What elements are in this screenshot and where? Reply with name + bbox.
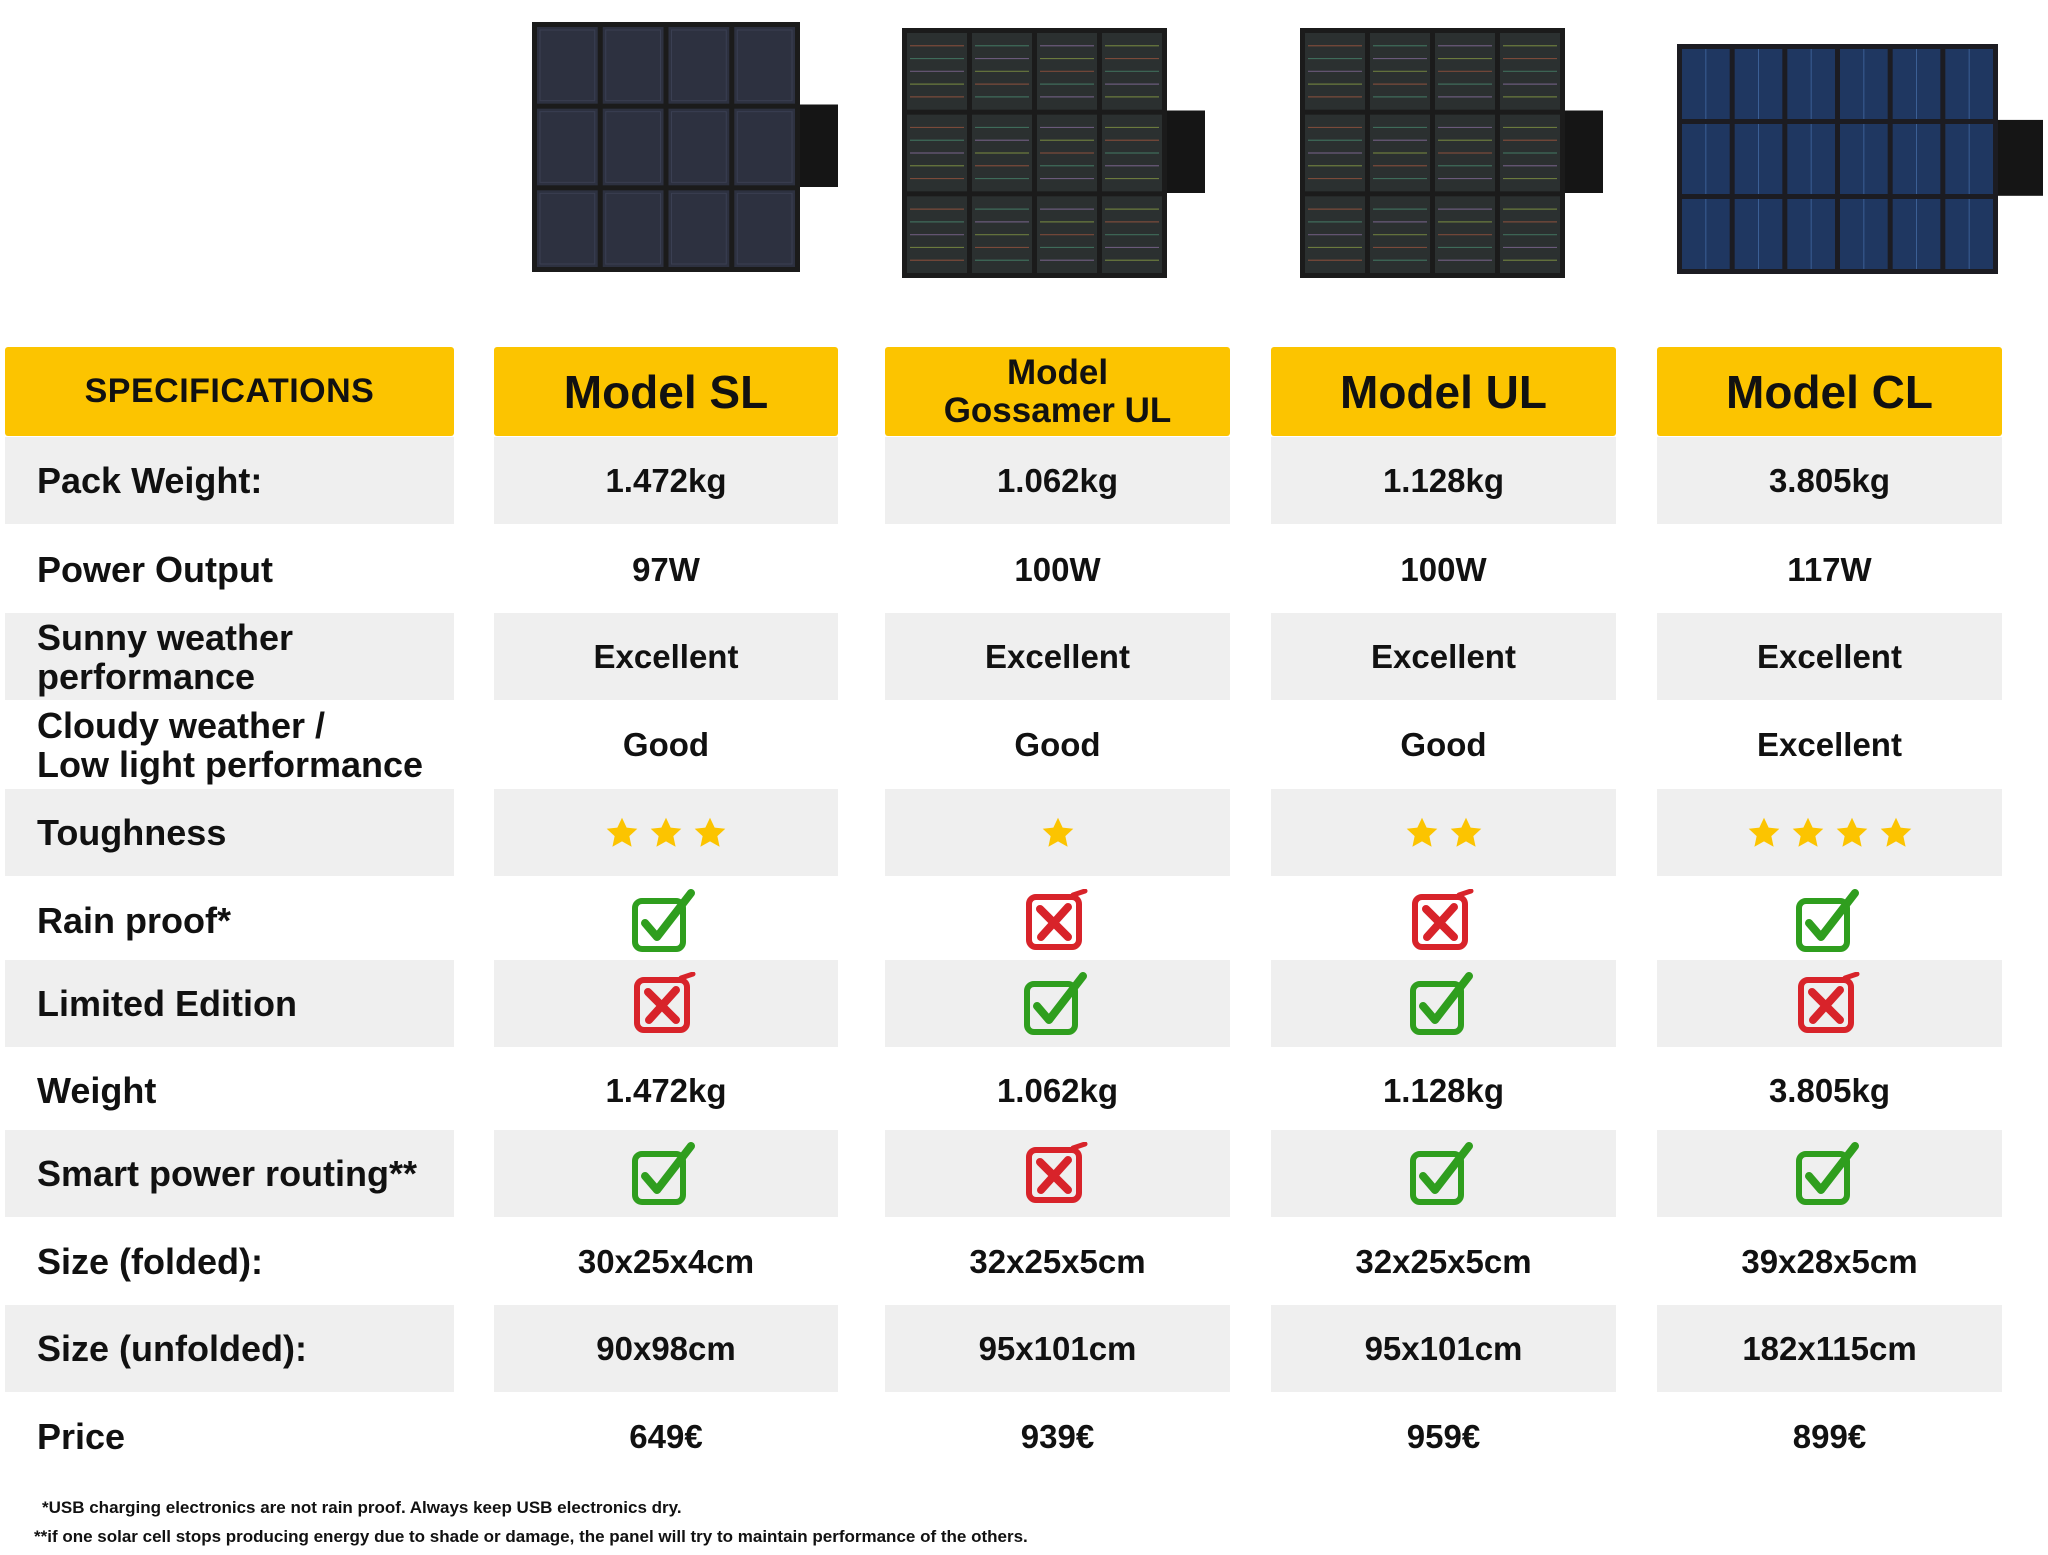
cross-icon (1409, 888, 1479, 953)
row-label: Sunny weather performance (5, 613, 454, 700)
star-rating (1404, 815, 1484, 851)
row-value (1657, 960, 2002, 1047)
star-icon (1404, 815, 1440, 851)
row-label: Power Output (37, 549, 273, 590)
solar-panel-image (1300, 28, 1603, 278)
row-label: Pack Weight: (5, 437, 454, 524)
row-label: Size (folded): (37, 1241, 263, 1282)
checkmark-icon (1409, 971, 1479, 1036)
row-value (1271, 877, 1616, 964)
row-value: Good (622, 725, 710, 763)
row-value: 649€ (629, 1417, 703, 1455)
row-label: Size (unfolded): (5, 1305, 454, 1392)
row-value: 95x101cm (1271, 1305, 1616, 1392)
row-value (885, 960, 1230, 1047)
row-value: Good (1400, 725, 1487, 763)
row-label: Rain proof* (37, 900, 231, 941)
solar-panel-image (902, 28, 1205, 278)
row-label: Smart power routing** (5, 1130, 454, 1217)
row-value: 30x25x4cm (577, 1242, 755, 1280)
star-icon (692, 815, 728, 851)
checkmark-icon (1795, 888, 1865, 953)
footnote-rain: *USB charging electronics are not rain p… (42, 1498, 682, 1517)
row-value: Good (1014, 725, 1101, 763)
row-value (1657, 1130, 2002, 1217)
star-icon (1790, 815, 1826, 851)
specifications-header: SPECIFICATIONS (5, 347, 454, 436)
row-value: 1.062kg (885, 437, 1230, 524)
cross-icon (1023, 1141, 1093, 1206)
row-value: 90x98cm (494, 1305, 838, 1392)
star-rating (1040, 815, 1076, 851)
row-value: 3.805kg (1657, 437, 2002, 524)
row-value: 3.805kg (1768, 1071, 1891, 1109)
star-rating (1746, 815, 1914, 851)
row-value: Excellent (494, 613, 838, 700)
row-value: Excellent (885, 613, 1230, 700)
model-header-3: Model UL (1271, 347, 1616, 436)
checkmark-icon (1795, 1141, 1865, 1206)
row-value: Excellent (1657, 613, 2002, 700)
row-value: 39x28x5cm (1741, 1242, 1918, 1280)
row-label: Limited Edition (5, 960, 454, 1047)
star-icon (604, 815, 640, 851)
solar-panel-image (532, 22, 838, 272)
toughness-rating (885, 789, 1230, 876)
toughness-rating (494, 789, 838, 876)
row-value: Excellent (1271, 613, 1616, 700)
model-header-4: Model CL (1657, 347, 2002, 436)
row-value: 95x101cm (885, 1305, 1230, 1392)
row-value (494, 960, 838, 1047)
row-value (1271, 1130, 1616, 1217)
solar-panel-image (1677, 44, 2043, 274)
star-rating (604, 815, 728, 851)
star-icon (1448, 815, 1484, 851)
checkmark-icon (1023, 971, 1093, 1036)
footnote-routing: **if one solar cell stops producing ener… (34, 1527, 1028, 1546)
row-value: 100W (1014, 550, 1101, 588)
toughness-rating (1657, 789, 2002, 876)
row-label: Weight (37, 1070, 157, 1111)
model-header-1: Model SL (494, 347, 838, 436)
row-value: 959€ (1406, 1417, 1481, 1455)
star-icon (1040, 815, 1076, 851)
row-value: 899€ (1792, 1417, 1867, 1455)
star-icon (1834, 815, 1870, 851)
row-value (494, 1130, 838, 1217)
checkmark-icon (631, 1141, 701, 1206)
row-label: Toughness (5, 789, 454, 876)
cross-icon (631, 971, 701, 1036)
row-value: 32x25x5cm (1355, 1242, 1532, 1280)
row-value: 1.128kg (1382, 1071, 1505, 1109)
checkmark-icon (631, 888, 701, 953)
star-icon (1878, 815, 1914, 851)
row-value: 117W (1787, 550, 1872, 588)
row-label: Cloudy weather / Low light performance (37, 704, 424, 785)
row-value (1271, 960, 1616, 1047)
row-value: Excellent (1757, 725, 1902, 763)
cross-icon (1795, 971, 1865, 1036)
checkmark-icon (1409, 1141, 1479, 1206)
row-value (885, 1130, 1230, 1217)
row-value: 100W (1400, 550, 1487, 588)
row-value: 939€ (1020, 1417, 1095, 1455)
row-label: Price (37, 1416, 126, 1457)
row-value: 182x115cm (1657, 1305, 2002, 1392)
row-value: 97W (632, 550, 700, 588)
row-value: 1.472kg (605, 1071, 727, 1109)
row-value (494, 877, 838, 964)
row-value: 1.062kg (996, 1071, 1119, 1109)
model-header-2: Model Gossamer UL (885, 347, 1230, 436)
toughness-rating (1271, 789, 1616, 876)
row-value (1657, 877, 2002, 964)
row-value: 32x25x5cm (969, 1242, 1146, 1280)
row-value: 1.128kg (1271, 437, 1616, 524)
cross-icon (1023, 888, 1093, 953)
row-value: 1.472kg (494, 437, 838, 524)
star-icon (1746, 815, 1782, 851)
row-value (885, 877, 1230, 964)
star-icon (648, 815, 684, 851)
